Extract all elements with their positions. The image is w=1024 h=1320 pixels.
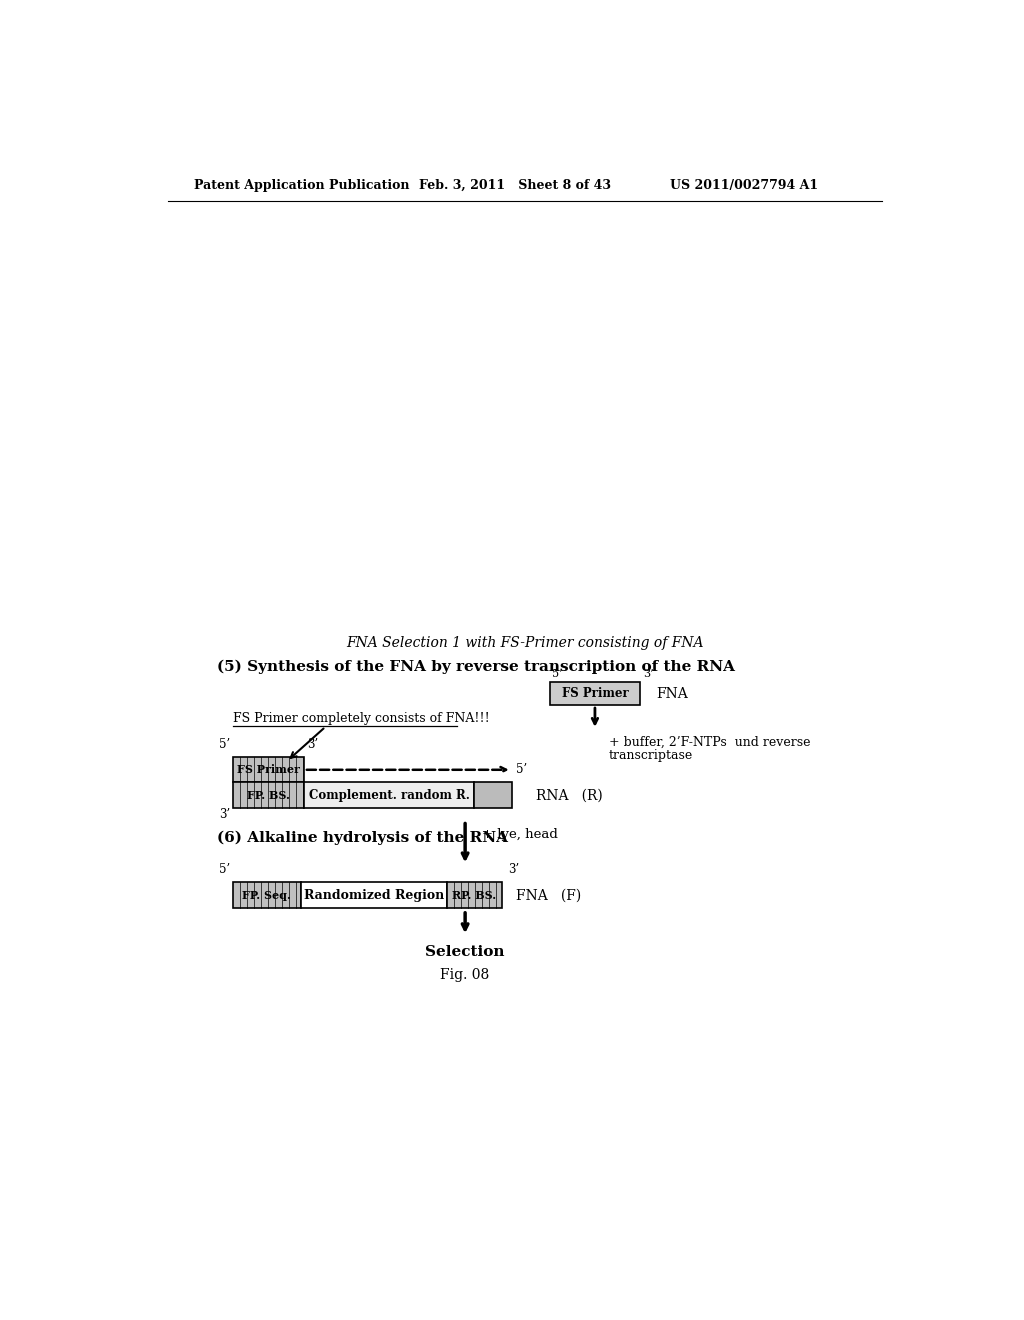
Text: (6) Alkaline hydrolysis of the RNA: (6) Alkaline hydrolysis of the RNA <box>217 830 508 845</box>
Text: 5’: 5’ <box>219 738 230 751</box>
Text: 5’: 5’ <box>219 863 230 876</box>
Text: FS Primer completely consists of FNA!!!: FS Primer completely consists of FNA!!! <box>232 713 489 726</box>
FancyBboxPatch shape <box>304 781 474 808</box>
Text: Randomized Region: Randomized Region <box>303 888 443 902</box>
Text: 5’: 5’ <box>552 669 562 680</box>
Text: Complement. random R.: Complement. random R. <box>309 788 470 801</box>
Text: 5’: 5’ <box>516 763 527 776</box>
Text: FS Primer: FS Primer <box>561 686 629 700</box>
FancyBboxPatch shape <box>474 781 512 808</box>
Text: Patent Application Publication: Patent Application Publication <box>194 178 410 191</box>
Text: 3’: 3’ <box>219 808 230 821</box>
Text: RNA   (R): RNA (R) <box>537 788 603 803</box>
Text: transcriptase: transcriptase <box>609 750 693 763</box>
Text: FNA Selection 1 with FS-Primer consisting of FNA: FNA Selection 1 with FS-Primer consistin… <box>346 636 703 651</box>
Text: RP. BS.: RP. BS. <box>453 890 497 900</box>
FancyBboxPatch shape <box>446 882 503 908</box>
Text: US 2011/0027794 A1: US 2011/0027794 A1 <box>671 178 818 191</box>
FancyBboxPatch shape <box>550 682 640 705</box>
Text: Feb. 3, 2011   Sheet 8 of 43: Feb. 3, 2011 Sheet 8 of 43 <box>419 178 610 191</box>
Text: 3’: 3’ <box>509 863 520 876</box>
FancyBboxPatch shape <box>232 882 301 908</box>
Text: FP. Seq.: FP. Seq. <box>243 890 291 900</box>
FancyBboxPatch shape <box>232 758 304 781</box>
Text: FP. BS.: FP. BS. <box>247 789 290 801</box>
Text: 3’: 3’ <box>307 738 318 751</box>
FancyBboxPatch shape <box>232 781 304 808</box>
FancyBboxPatch shape <box>301 882 446 908</box>
Text: (5) Synthesis of the FNA by reverse transcription of the RNA: (5) Synthesis of the FNA by reverse tran… <box>217 660 735 673</box>
Text: Selection: Selection <box>425 945 505 958</box>
Text: + lye, head: + lye, head <box>482 828 558 841</box>
Text: + buffer, 2’F-NTPs  und reverse: + buffer, 2’F-NTPs und reverse <box>609 735 810 748</box>
Text: FS Primer: FS Primer <box>237 764 300 775</box>
Text: Fig. 08: Fig. 08 <box>440 968 489 982</box>
Text: FNA: FNA <box>656 686 688 701</box>
Text: 3’: 3’ <box>643 669 654 680</box>
Text: FNA   (F): FNA (F) <box>516 888 582 903</box>
